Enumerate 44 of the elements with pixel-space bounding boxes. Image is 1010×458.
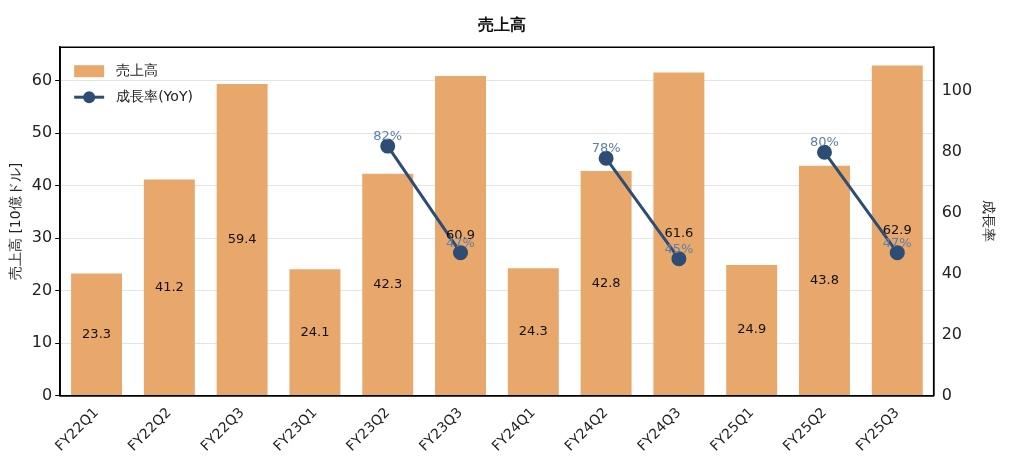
bar bbox=[71, 273, 123, 396]
bar bbox=[871, 65, 923, 396]
bar bbox=[580, 171, 632, 396]
data-label: 42.3 bbox=[373, 275, 403, 291]
y2-tick-label: 0 bbox=[941, 384, 952, 404]
bar bbox=[653, 72, 705, 396]
y-tick-label: 10 bbox=[31, 332, 53, 352]
y2-axis-title: 成長率 bbox=[980, 200, 997, 243]
data-label: 41.2 bbox=[154, 278, 184, 294]
y-tick-label: 60 bbox=[31, 69, 53, 89]
data-label: 61.6 bbox=[664, 225, 694, 241]
bar bbox=[143, 179, 195, 396]
bar bbox=[507, 268, 559, 396]
bar bbox=[726, 265, 778, 396]
y2-tick-label: 80 bbox=[941, 141, 963, 161]
data-label: 62.9 bbox=[882, 221, 912, 237]
legend-label: 成長率(YoY) bbox=[116, 87, 193, 104]
data-label: 78% bbox=[591, 140, 621, 156]
bar bbox=[216, 83, 268, 396]
data-label: 43.8 bbox=[810, 271, 839, 287]
y2-tick-label: 60 bbox=[941, 202, 963, 222]
data-label: 59.4 bbox=[227, 230, 257, 246]
y-tick-label: 0 bbox=[41, 384, 53, 404]
data-label: 24.1 bbox=[300, 323, 330, 339]
y2-tick-label: 40 bbox=[941, 263, 963, 283]
data-label: 82% bbox=[373, 127, 403, 143]
y-axis-title: 売上高 [10億ドル] bbox=[7, 162, 24, 281]
data-label: 23.3 bbox=[82, 325, 112, 341]
bar bbox=[362, 173, 414, 396]
data-label: 42.8 bbox=[591, 274, 621, 290]
y-tick-label: 50 bbox=[31, 122, 53, 142]
data-label: 80% bbox=[810, 134, 839, 150]
y-tick-label: 30 bbox=[31, 227, 53, 247]
legend-label: 売上高 bbox=[116, 61, 159, 78]
bar bbox=[435, 76, 486, 396]
bar bbox=[799, 165, 850, 396]
y2-tick-label: 20 bbox=[941, 323, 963, 343]
bar bbox=[289, 269, 341, 396]
data-label: 24.9 bbox=[737, 321, 767, 337]
y-tick-label: 40 bbox=[31, 174, 53, 194]
chart-title: 売上高 bbox=[478, 14, 526, 34]
data-label: 24.3 bbox=[518, 323, 548, 339]
y2-tick-label: 100 bbox=[941, 80, 973, 100]
y-tick-label: 20 bbox=[31, 279, 53, 299]
